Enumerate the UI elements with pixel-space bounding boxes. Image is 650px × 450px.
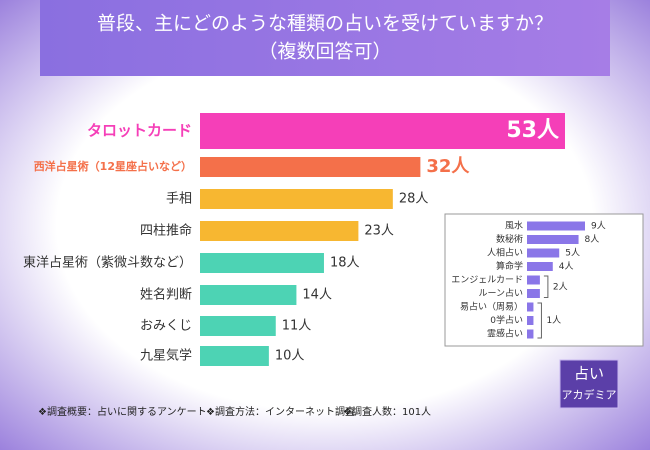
- logo-text: 占い: [574, 365, 604, 382]
- category-label: 東洋占星術（紫微斗数など）: [23, 255, 192, 271]
- value-label: 5人: [565, 248, 580, 259]
- category-label: 風水: [505, 220, 523, 232]
- bar: [200, 189, 393, 209]
- chart-title: 普段、主にどのような種類の占いを受けていますか？: [97, 13, 553, 35]
- bar: [527, 248, 560, 258]
- value-label: 18人: [330, 256, 360, 271]
- category-label: 易占い（周易）: [460, 301, 523, 313]
- value-label: 10人: [275, 349, 305, 364]
- group-bracket: [537, 302, 542, 339]
- bar: [527, 235, 579, 244]
- title-bar: [40, 0, 610, 76]
- category-label: 算命学: [496, 260, 523, 272]
- category-label: 九星気学: [140, 348, 192, 364]
- bar: [527, 262, 553, 271]
- value-label: 32人: [426, 156, 470, 177]
- value-label: 53人: [506, 118, 559, 143]
- category-label: 西洋占星術（12星座占いなど）: [34, 159, 192, 173]
- value-label: 1人: [546, 315, 561, 326]
- value-label: 9人: [591, 221, 606, 232]
- category-label: 数秘術: [496, 233, 523, 245]
- bar: [527, 329, 534, 339]
- value-label: 14人: [302, 288, 332, 303]
- category-label: 四柱推命: [140, 223, 192, 239]
- bar: [200, 253, 324, 273]
- category-label: おみくじ: [140, 319, 192, 334]
- value-label: 28人: [399, 192, 429, 207]
- bar: [527, 289, 540, 298]
- value-label: 11人: [282, 319, 312, 334]
- footer-note: ❖調査概要：占いに関するアンケート: [38, 405, 207, 418]
- value-label: 8人: [585, 234, 600, 245]
- bar: [200, 157, 421, 177]
- category-label: ルーン占い: [478, 287, 523, 299]
- value-label: 4人: [559, 261, 574, 272]
- group-bracket: [543, 275, 549, 298]
- value-label: 2人: [553, 281, 568, 292]
- bar: [200, 316, 276, 336]
- bar: [200, 285, 297, 305]
- category-label: 霊感占い: [487, 328, 523, 340]
- logo-text: アカデミア: [562, 388, 617, 402]
- footer-note: ❖調査方法：インターネット調査: [206, 405, 355, 418]
- category-label: タロットカード: [87, 122, 192, 140]
- chart-subtitle: （複数回答可）: [258, 41, 391, 63]
- bar: [200, 221, 359, 241]
- bar: [200, 346, 269, 366]
- category-label: 人相占い: [487, 247, 523, 259]
- bar: [200, 113, 565, 149]
- category-label: 手相: [166, 192, 192, 207]
- logo-box: [559, 359, 619, 409]
- category-label: エンジェルカード: [451, 275, 523, 286]
- bar: [527, 302, 534, 312]
- category-label: 姓名判断: [140, 287, 192, 303]
- value-label: 23人: [364, 224, 394, 239]
- category-label: 0学占い: [490, 314, 523, 326]
- bar: [527, 316, 534, 325]
- bar: [527, 221, 585, 231]
- footer-note: ❖調査人数：101人: [343, 405, 431, 418]
- bar: [527, 275, 540, 285]
